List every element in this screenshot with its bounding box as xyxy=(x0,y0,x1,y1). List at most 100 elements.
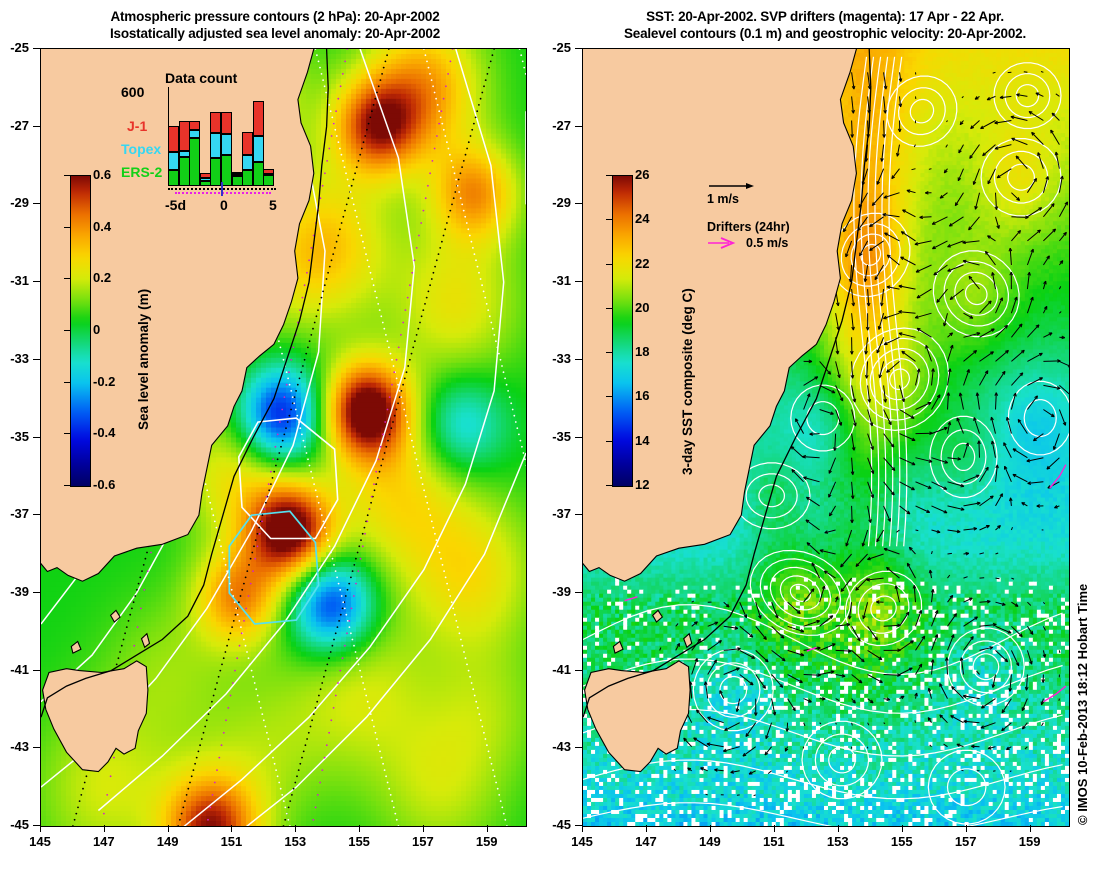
colorbar-tickmark xyxy=(64,226,70,228)
x-ticklabel: 145 xyxy=(20,835,60,848)
inset-bar-segment-j1 xyxy=(263,168,275,174)
x-tickmark xyxy=(486,825,488,832)
colorbar-tickmark xyxy=(64,175,70,176)
y-ticklabel: -37 xyxy=(0,507,29,520)
colorbar-ticklabel: 26 xyxy=(635,168,649,181)
colorbar-tickmark xyxy=(606,175,612,176)
inset-ymax-label: 600 xyxy=(121,84,144,100)
inset-bar-segment-topex xyxy=(231,173,243,177)
inset-bar-segment-topex xyxy=(199,177,211,182)
y-ticklabel: -45 xyxy=(537,818,571,831)
inset-bar-segment-ers2 xyxy=(189,138,201,186)
inset-bar-segment-j1 xyxy=(242,132,254,155)
y-tickmark xyxy=(575,669,582,671)
legend-topex: Topex xyxy=(121,141,161,157)
y-ticklabel: -27 xyxy=(537,119,571,132)
y-ticklabel: -41 xyxy=(0,663,29,676)
inset-bar-segment-ers2 xyxy=(263,175,275,186)
x-tickmark xyxy=(40,825,41,832)
inset-bar xyxy=(210,111,222,186)
colorbar-ticklabel: 24 xyxy=(635,212,649,225)
inset-bar-segment-j1 xyxy=(168,125,179,153)
inset-bar xyxy=(231,171,243,186)
y-ticklabel: -33 xyxy=(537,352,571,365)
velocity-legend: 1 m/s Drifters (24hr) 0.5 m/s xyxy=(706,178,836,256)
x-tickmark xyxy=(773,825,775,832)
y-ticklabel: -41 xyxy=(537,663,571,676)
sst-composite-field xyxy=(583,49,1069,826)
x-ticklabel: 145 xyxy=(562,835,602,848)
inset-bar-segment-topex xyxy=(252,135,264,163)
y-ticklabel: -39 xyxy=(537,585,571,598)
colorbar-gradient-sst xyxy=(612,175,633,487)
colorbar-ticklabel: 0.6 xyxy=(93,168,111,181)
colorbar-tickmark xyxy=(606,485,612,486)
x-ticklabel: 151 xyxy=(754,835,794,848)
x-ticklabel: 153 xyxy=(275,835,315,848)
y-tickmark xyxy=(575,203,582,205)
inset-title: Data count xyxy=(165,70,237,86)
colorbar-ticklabel: 20 xyxy=(635,301,649,314)
inset-bar xyxy=(263,168,275,186)
x-ticklabel: 155 xyxy=(339,835,379,848)
y-tickmark xyxy=(33,747,40,749)
inset-bar-segment-j1 xyxy=(231,171,243,174)
colorbar-ticklabel: 14 xyxy=(635,434,649,447)
colorbar-ticklabel: -0.4 xyxy=(93,426,115,439)
drifter-arrow-icon xyxy=(708,237,736,249)
y-tickmark xyxy=(575,281,582,283)
sst-geostrophic-map[interactable] xyxy=(582,48,1070,827)
inset-bar-segment-ers2 xyxy=(242,170,254,186)
colorbar-tickmark xyxy=(606,307,612,309)
colorbar-tickmark xyxy=(606,263,612,265)
x-ticklabel: 149 xyxy=(148,835,188,848)
inset-bar-segment-ers2 xyxy=(252,162,264,186)
right-title-line2: Sealevel contours (0.1 m) and geostrophi… xyxy=(550,25,1100,42)
inset-bar-segment-ers2 xyxy=(221,154,232,186)
inset-zero-marker xyxy=(221,182,223,196)
inset-bar xyxy=(221,111,232,186)
colorbar-tickmark xyxy=(606,440,612,442)
y-tickmark xyxy=(575,436,582,438)
sea-level-anomaly-map[interactable] xyxy=(40,48,527,827)
y-ticklabel: -31 xyxy=(0,274,29,287)
legend-ers2: ERS-2 xyxy=(121,164,162,180)
x-ticklabel: 159 xyxy=(1010,835,1050,848)
colorbar-label-anomaly: Sea level anomaly (m) xyxy=(136,289,151,430)
colorbar-ticklabel: 18 xyxy=(635,345,649,358)
left-title-line1: Atmospheric pressure contours (2 hPa): 2… xyxy=(0,8,550,25)
y-tickmark xyxy=(33,514,40,516)
y-tickmark xyxy=(575,48,582,49)
y-ticklabel: -29 xyxy=(0,196,29,209)
x-tickmark xyxy=(965,825,967,832)
y-ticklabel: -45 xyxy=(0,818,29,831)
colorbar-tickmark xyxy=(64,433,70,435)
y-tickmark xyxy=(33,825,40,826)
legend-j1: J-1 xyxy=(127,118,147,134)
x-ticklabel: 147 xyxy=(626,835,666,848)
inset-bar-segment-j1 xyxy=(252,101,264,136)
y-ticklabel: -29 xyxy=(537,196,571,209)
y-tickmark xyxy=(575,747,582,749)
x-tickmark xyxy=(901,825,903,832)
colorbar-ticklabel: 12 xyxy=(635,478,649,491)
x-tickmark xyxy=(837,825,839,832)
sea-level-anomaly-field xyxy=(41,49,526,826)
inset-xlabel-start: -5d xyxy=(165,197,186,213)
y-tickmark xyxy=(33,669,40,671)
y-tickmark xyxy=(33,591,40,593)
x-ticklabel: 155 xyxy=(882,835,922,848)
y-ticklabel: -43 xyxy=(537,740,571,753)
inset-bar-segment-topex xyxy=(242,154,254,171)
inset-bar xyxy=(189,120,201,186)
inset-xlabel-zero: 0 xyxy=(220,197,228,213)
x-ticklabel: 157 xyxy=(946,835,986,848)
colorbar-tickmark xyxy=(606,352,612,354)
left-title-line2: Isostatically adjusted sea level anomaly… xyxy=(0,25,550,42)
copyright-notice: © IMOS 10-Feb-2013 18:12 Hobart Time xyxy=(1075,584,1090,825)
x-ticklabel: 157 xyxy=(403,835,443,848)
y-ticklabel: -35 xyxy=(0,430,29,443)
y-ticklabel: -35 xyxy=(537,430,571,443)
x-tickmark xyxy=(645,825,647,832)
inset-bar xyxy=(168,125,179,186)
